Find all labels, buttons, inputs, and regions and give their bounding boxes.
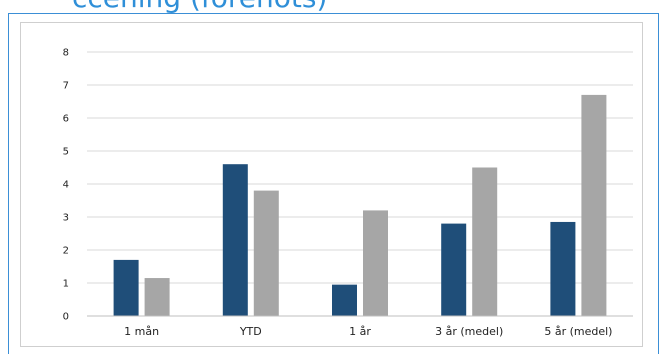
content-frame <box>8 13 659 354</box>
bar-chart: 0 1 2 3 4 5 6 7 8 1 mån YTD 1 år 3 år (medel) 5 år (… <box>63 48 633 338</box>
y-tick-label: 0 <box>63 312 69 323</box>
bar-series-2 <box>363 210 388 316</box>
section-title-fragment: ccening (forenots) <box>72 0 327 12</box>
gridlines <box>87 51 633 284</box>
bar-series-2 <box>472 167 498 316</box>
x-tick-label: YTD <box>239 325 262 338</box>
y-tick-label: 7 <box>63 81 69 92</box>
chart-container: 0 1 2 3 4 5 6 7 8 1 mån YTD 1 år 3 år (medel) 5 år (… <box>20 22 643 347</box>
y-tick-label: 6 <box>63 114 69 125</box>
bar-series-2 <box>253 190 279 316</box>
y-axis-ticks: 0 1 2 3 4 5 6 7 8 <box>63 48 69 323</box>
y-tick-label: 4 <box>63 180 69 191</box>
x-axis-ticks: 1 mån YTD 1 år 3 år (medel) 5 år (medel) <box>124 325 612 338</box>
y-tick-label: 2 <box>63 246 69 257</box>
bar-series-1 <box>113 259 139 316</box>
y-tick-label: 5 <box>63 147 69 158</box>
x-tick-label: 5 år (medel) <box>544 325 612 338</box>
bar-series-1 <box>550 221 576 316</box>
y-tick-label: 8 <box>63 48 69 59</box>
bar-series-1 <box>332 284 357 316</box>
y-tick-label: 3 <box>63 213 69 224</box>
bar-series-2 <box>581 94 607 317</box>
bar-series-2 <box>144 278 170 316</box>
x-tick-label: 1 år <box>349 325 371 338</box>
x-tick-label: 1 mån <box>124 325 159 338</box>
bars <box>113 94 607 317</box>
bar-series-1 <box>441 223 467 316</box>
x-tick-label: 3 år (medel) <box>435 325 503 338</box>
y-tick-label: 1 <box>63 279 69 290</box>
bar-series-1 <box>222 164 248 316</box>
